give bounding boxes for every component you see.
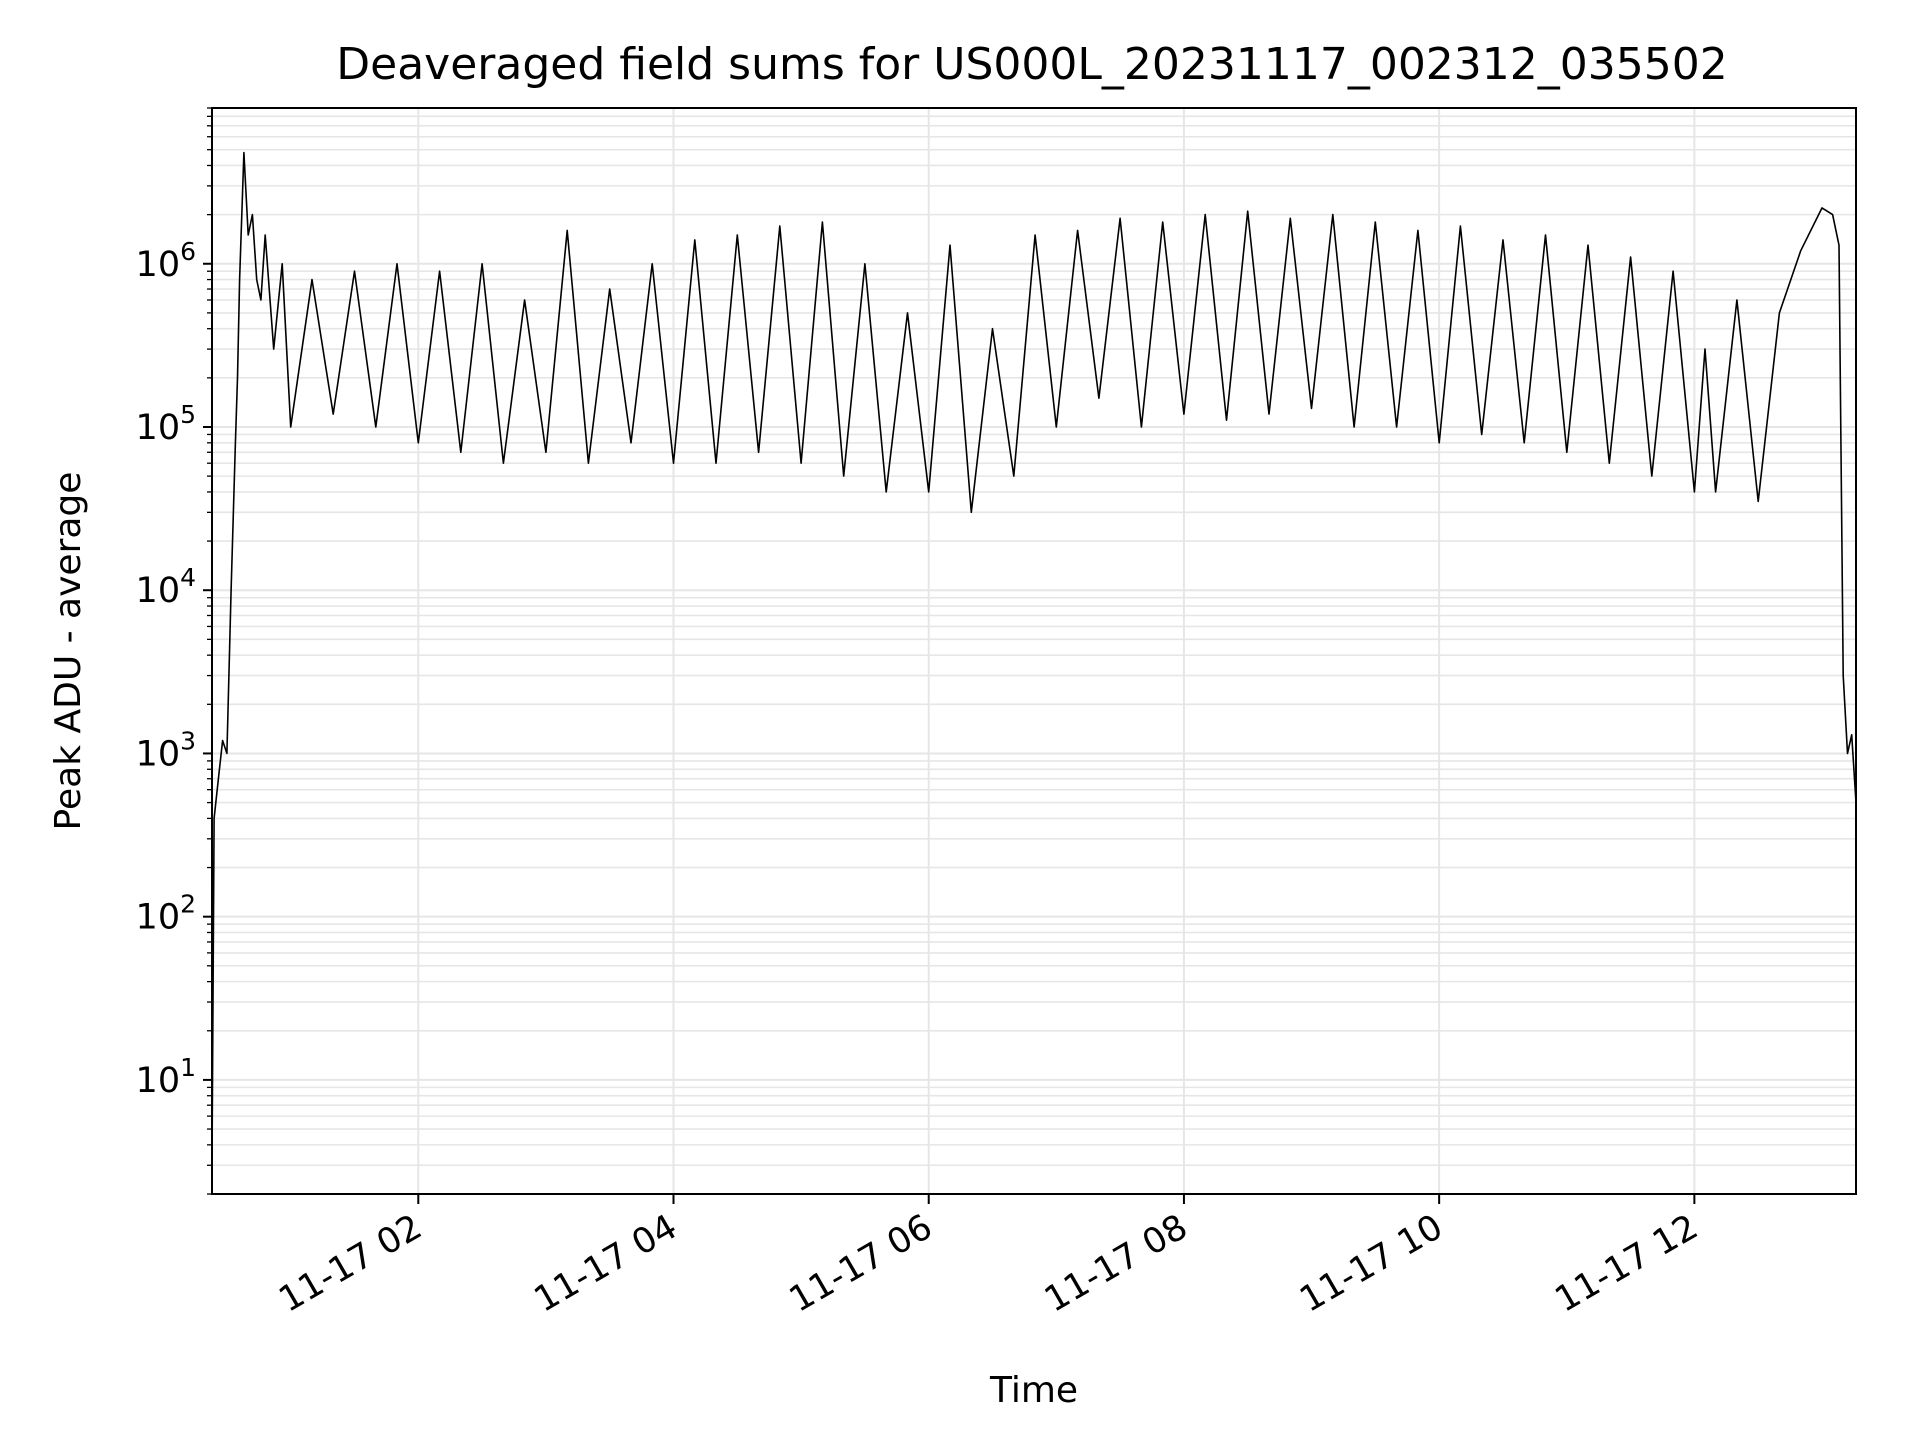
x-axis-label: Time [989, 1370, 1078, 1411]
series-line [211, 151, 1857, 1166]
x-tick-label: 11-17 10 [1293, 1207, 1449, 1320]
x-tick-label: 11-17 04 [528, 1207, 684, 1320]
grid [212, 107, 1856, 1195]
x-tick-label: 11-17 08 [1038, 1207, 1194, 1320]
y-tick-label: 104 [136, 563, 196, 611]
y-axis-label: Peak ADU - average [48, 472, 89, 831]
x-tick-label: 11-17 02 [273, 1207, 429, 1320]
y-tick-label: 105 [136, 400, 196, 448]
x-tick-label: 11-17 06 [783, 1207, 939, 1320]
plot-frame [211, 107, 1857, 1195]
y-tick-label: 102 [136, 890, 196, 938]
chart-title: Deaveraged field sums for US000L_2023111… [336, 39, 1728, 90]
y-tick-label: 101 [136, 1053, 196, 1101]
y-tick-label: 103 [136, 726, 196, 774]
x-tick-label: 11-17 12 [1549, 1207, 1705, 1320]
x-axis: 11-17 02 11-17 04 11-17 06 11-17 08 11-17 10… [273, 1194, 1705, 1320]
y-tick-label: 106 [136, 237, 196, 285]
series-layer [211, 151, 1857, 1166]
y-axis: 101 102 103 104 105 106 [136, 237, 212, 1101]
